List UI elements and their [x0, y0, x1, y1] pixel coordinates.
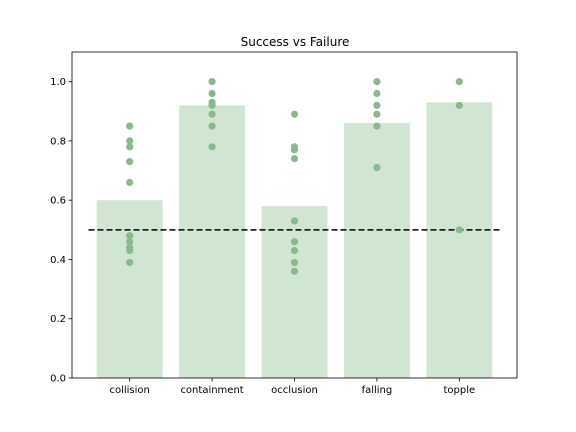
point-occlusion-4 [290, 217, 299, 225]
point-occlusion-0 [290, 110, 299, 118]
point-occlusion-3 [290, 155, 299, 163]
point-falling-0 [373, 78, 381, 86]
bar-topple [426, 102, 493, 378]
point-falling-1 [373, 89, 381, 98]
point-occlusion-2 [290, 146, 299, 154]
x-tick-label-falling: falling [362, 385, 393, 396]
point-topple-1 [455, 101, 463, 109]
point-occlusion-6 [290, 246, 299, 255]
point-containment-4 [208, 110, 216, 118]
bar-collision [96, 200, 163, 378]
point-occlusion-8 [290, 267, 299, 275]
point-containment-0 [208, 78, 216, 86]
chart-title: Success vs Failure [241, 35, 350, 49]
point-collision-6 [126, 238, 134, 246]
x-tick-label-containment: containment [180, 385, 243, 396]
bar-falling [343, 123, 410, 378]
point-collision-3 [126, 158, 134, 166]
point-falling-4 [373, 122, 381, 130]
point-collision-0 [126, 122, 134, 130]
y-tick-label-2: 0.4 [50, 255, 66, 266]
y-tick-label-3: 0.6 [50, 196, 66, 207]
axes: 0.0 0.2 0.4 0.6 0.8 1.0 collision containment oc… [50, 51, 518, 396]
point-collision-5 [126, 232, 134, 240]
point-falling-2 [373, 101, 381, 109]
point-collision-1 [126, 137, 134, 145]
point-containment-6 [208, 143, 216, 151]
point-collision-4 [126, 178, 134, 186]
point-collision-8 [126, 246, 134, 255]
point-falling-5 [373, 163, 381, 172]
x-tick-label-occlusion: occlusion [271, 385, 318, 396]
point-topple-2 [455, 226, 463, 234]
x-tick-label-collision: collision [109, 385, 149, 396]
point-falling-3 [373, 110, 381, 118]
bar-occlusion [261, 206, 328, 378]
point-topple-0 [455, 78, 463, 86]
point-collision-2 [126, 143, 134, 151]
y-tick-label-1: 0.2 [50, 314, 66, 325]
point-containment-5 [208, 122, 216, 130]
bar-containment [179, 105, 246, 378]
point-containment-1 [208, 89, 216, 98]
point-collision-9 [126, 258, 134, 267]
points [126, 78, 463, 275]
point-occlusion-5 [290, 238, 299, 246]
y-tick-label-0: 0.0 [50, 374, 66, 385]
x-tick-label-topple: topple [443, 385, 475, 396]
y-tick-label-4: 0.8 [50, 136, 66, 147]
point-occlusion-7 [290, 258, 299, 267]
point-containment-3 [208, 101, 216, 109]
y-tick-label-5: 1.0 [50, 77, 66, 88]
